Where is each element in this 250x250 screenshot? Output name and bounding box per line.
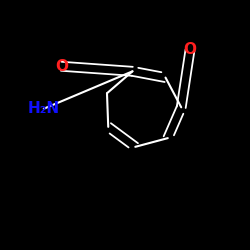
- Text: O: O: [184, 42, 196, 58]
- Text: O: O: [55, 59, 68, 74]
- Text: H₂N: H₂N: [28, 101, 60, 116]
